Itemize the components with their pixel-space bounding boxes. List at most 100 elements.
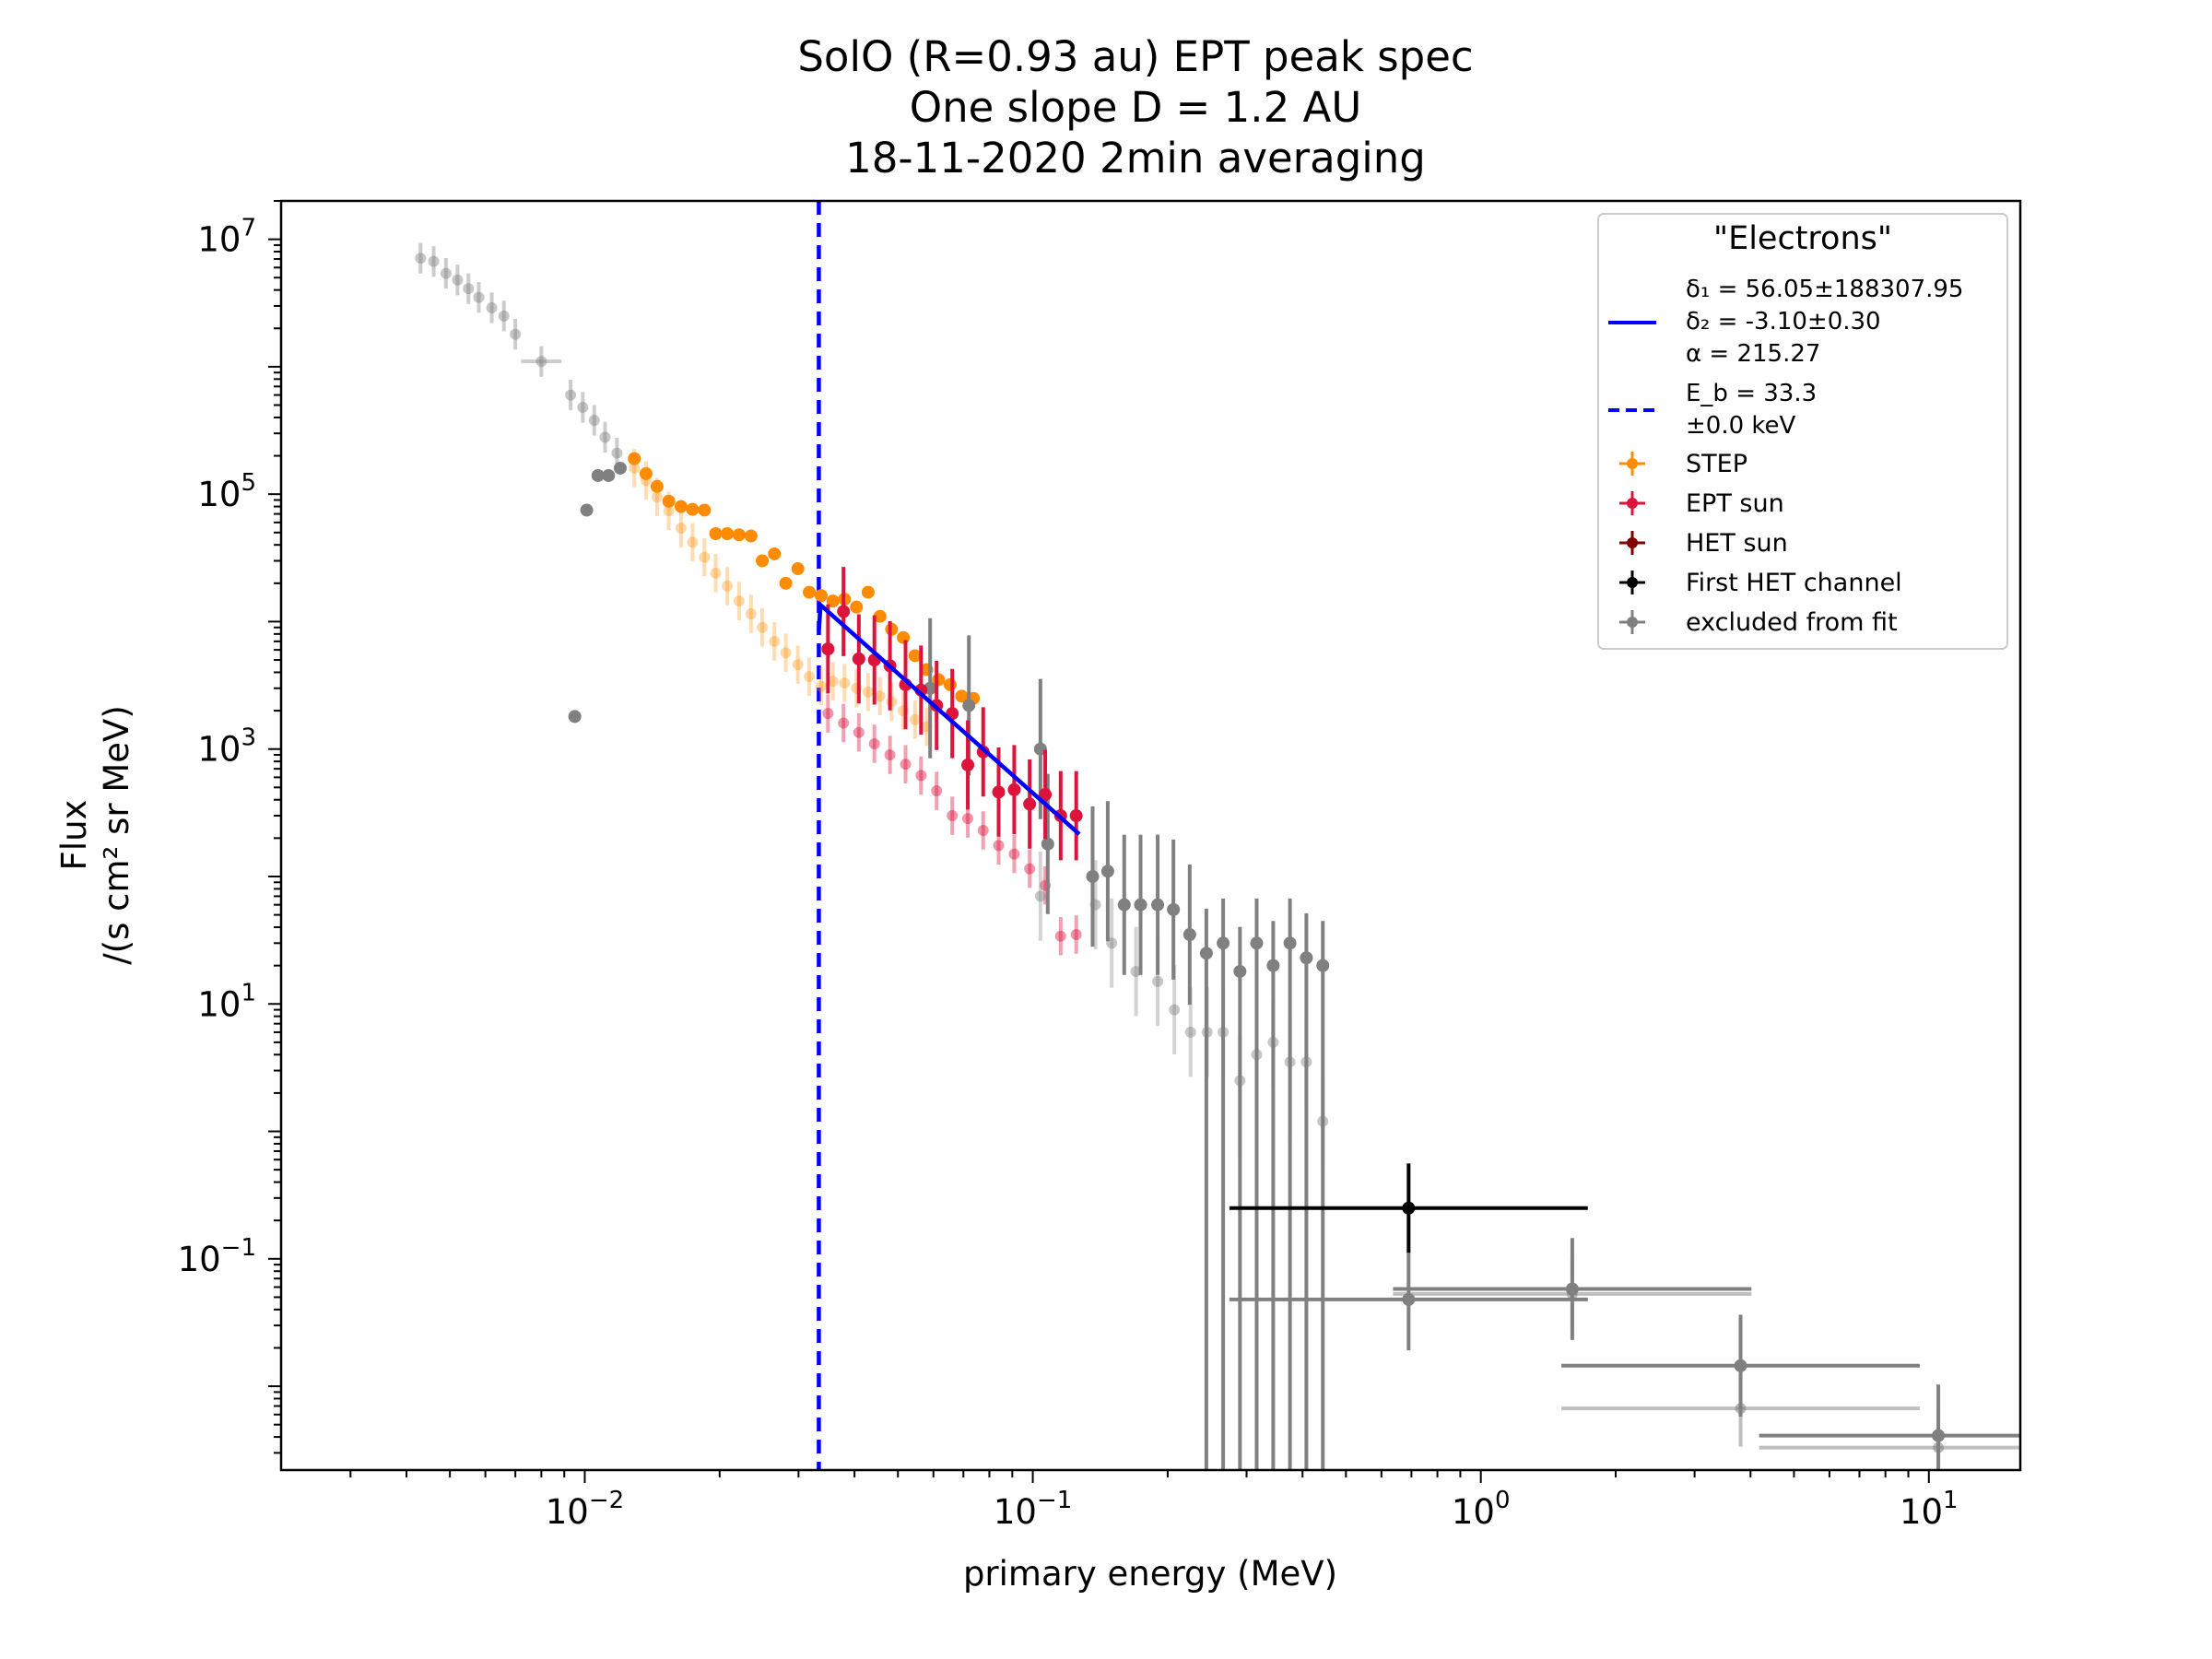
data-point [768,547,782,560]
legend-fit-line-1: δ₁ = 56.05±188307.95 [1686,276,1963,303]
data-point [947,810,959,822]
data-point [780,647,792,659]
series-first-het [1229,1163,1588,1253]
data-point [943,677,957,691]
data-point [1054,930,1066,942]
chart-title: SolO (R=0.93 au) EPT peak spec One slope… [797,32,1473,182]
data-point [1039,788,1053,802]
data-point [1167,902,1181,916]
data-point [686,502,700,516]
data-point [650,479,664,493]
data-point [1250,936,1264,950]
data-point [873,609,887,623]
y-tick-label: 101 [197,979,256,1024]
data-point [862,686,874,698]
legend-entry-step: STEP [1619,450,1747,478]
data-point [897,630,911,644]
data-point [1182,928,1196,942]
data-point [535,356,547,368]
data-point [1117,898,1131,912]
data-point [814,589,828,603]
data-point [710,567,722,579]
legend-entry-het-sun: HET sun [1619,529,1788,558]
data-point [1300,951,1313,965]
y-axis-label: Flux /(s cm² sr MeV) [54,705,136,965]
data-point [803,585,817,599]
data-point [1100,865,1114,878]
data-point [663,505,675,517]
data-point [577,401,589,413]
x-tick-label: 101 [1900,1487,1959,1532]
y-tick-label: 10−1 [178,1234,256,1279]
data-point [756,554,770,568]
data-point [1070,929,1082,941]
legend-step-label: STEP [1686,450,1747,478]
data-point [962,813,974,825]
x-axis-label: primary energy (MeV) [963,1554,1337,1594]
data-point [839,677,851,689]
data-point [868,737,880,749]
data-point [993,840,1005,852]
series-step-faint [629,449,933,747]
data-point [1932,1429,1946,1442]
data-point [602,468,616,482]
title-line-1: SolO (R=0.93 au) EPT peak spec [797,32,1473,81]
y-tick-label: 105 [197,469,256,514]
legend-first-het-marker-dot [1627,577,1638,588]
data-point [662,494,676,508]
data-point [1233,964,1247,978]
data-point [815,680,827,692]
data-point [1734,1359,1747,1372]
data-point [874,690,886,702]
legend: "Electrons" δ₁ = 56.05±188307.95 δ₂ = -3… [1597,213,2008,650]
legend-excluded-marker-dot [1627,617,1638,628]
data-point [1283,936,1297,950]
series-step-fit [628,452,981,705]
data-point [498,310,510,322]
series-het-faint-excluded [1034,852,1329,1166]
data-point [861,585,875,599]
data-point [687,536,699,548]
series-het-high-excluded [1229,1238,2020,1470]
data-point [452,274,464,286]
data-point [709,527,723,541]
data-point [639,466,653,480]
data-point [580,503,594,517]
y-axis-label-line-2: /(s cm² sr MeV) [97,705,136,965]
data-point [1169,1004,1181,1016]
data-point [1034,890,1046,902]
data-point [827,676,839,688]
title-line-2: One slope D = 1.2 AU [910,83,1362,132]
data-point [473,291,485,303]
data-point [699,551,711,563]
data-point [1402,1201,1416,1215]
legend-entry-excluded: excluded from fit [1619,608,1898,637]
data-point [852,652,865,665]
title-line-3: 18-11-2020 2min averaging [845,134,1426,182]
data-point [1069,809,1083,823]
plot-frame [279,199,2022,1472]
legend-break-line-2: ±0.0 keV [1686,412,1796,440]
data-point [675,523,687,535]
data-point [909,713,921,725]
series-step-excluded [415,242,623,469]
data-point [698,503,712,517]
data-point [1266,959,1280,972]
y-tick-label: 107 [197,215,256,260]
data-point [568,710,582,724]
series-ept-excluded [924,618,1330,1470]
legend-ept-marker-dot [1627,498,1638,509]
data-point [853,726,865,738]
legend-break-line-1: E_b = 33.3 [1686,380,1817,407]
data-point [628,452,641,465]
data-point [428,255,440,267]
data-point [915,770,927,782]
data-point [931,785,943,797]
data-point [1184,1026,1196,1038]
data-point [908,649,922,663]
legend-entry-ept-sun: EPT sun [1619,489,1784,518]
data-point [591,468,605,482]
data-point [440,267,452,279]
series-ept-faint [822,694,1082,956]
data-point [732,528,746,542]
